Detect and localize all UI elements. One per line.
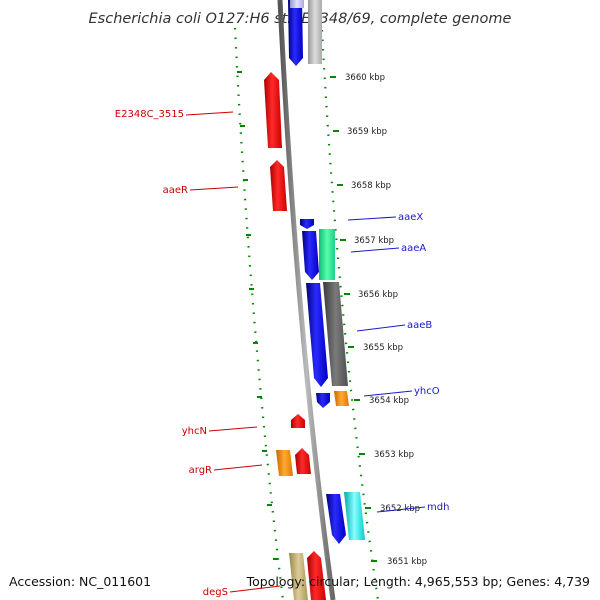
accession-text: Accession: NC_011601 [9, 574, 151, 589]
gene-label-aaeB: aaeB [407, 320, 432, 331]
feature-degS-khaki [289, 553, 308, 600]
feature-aaeB-gray [323, 282, 348, 386]
gene-label-E2348C_3515: E2348C_3515 [115, 109, 184, 120]
feature-yhcN [291, 414, 305, 428]
tick-label-3659: 3659 kbp [347, 127, 387, 137]
gene-label-aaeR: aaeR [163, 185, 188, 196]
tick-label-3653: 3653 kbp [374, 450, 414, 460]
feature-E2348C_3515 [264, 72, 282, 148]
feature-aaeX [300, 219, 314, 229]
feature-aaeB [306, 283, 328, 387]
feature-argR [295, 448, 311, 474]
gene-label-yhcN: yhcN [182, 426, 207, 437]
tick-label-3651: 3651 kbp [387, 557, 427, 567]
gene-label-aaeA: aaeA [401, 243, 426, 254]
tick-label-3658: 3658 kbp [351, 181, 391, 191]
feature-yhcO-orange [334, 391, 349, 406]
gene-labels: E2348C_3515 aaeR aaeX aaeA aaeB yhcO yhc… [115, 109, 450, 598]
features [264, 0, 365, 600]
label-leaders [185, 111, 426, 593]
tick-label-3657: 3657 kbp [354, 236, 394, 246]
gene-label-mdh: mdh [427, 502, 449, 513]
tick-labels: 3660 kbp 3659 kbp 3658 kbp 3657 kbp 3656… [345, 73, 427, 567]
inner-ruler-dashes [237, 71, 278, 560]
feature-top-blue [288, 0, 303, 66]
feature-aaeR [270, 160, 287, 211]
ruler-ticks [330, 76, 377, 562]
tick-label-3652: 3652 kbp [380, 504, 420, 514]
inner-ruler [233, 27, 285, 600]
gene-label-aaeX: aaeX [398, 212, 423, 223]
tick-label-3656: 3656 kbp [358, 290, 398, 300]
feature-mdh-rna [344, 492, 365, 540]
feature-aaeA [302, 231, 319, 280]
feature-aaeA-rna [319, 229, 335, 280]
feature-degS [307, 551, 326, 600]
genome-backbone [277, 0, 336, 600]
feature-mdh [326, 494, 346, 544]
feature-top-gray [308, 0, 322, 64]
genome-summary-text: Topology: circular; Length: 4,965,553 bp… [246, 574, 590, 589]
feature-argR-orange [276, 450, 293, 476]
gene-label-argR: argR [189, 465, 212, 476]
feature-yhcO [316, 393, 330, 408]
tick-label-3660: 3660 kbp [345, 73, 385, 83]
tick-label-3655: 3655 kbp [363, 343, 403, 353]
tick-label-3654: 3654 kbp [369, 396, 409, 406]
gene-label-yhcO: yhcO [414, 386, 440, 397]
feature-top-lavender [290, 0, 304, 8]
gene-label-degS: degS [203, 587, 228, 598]
